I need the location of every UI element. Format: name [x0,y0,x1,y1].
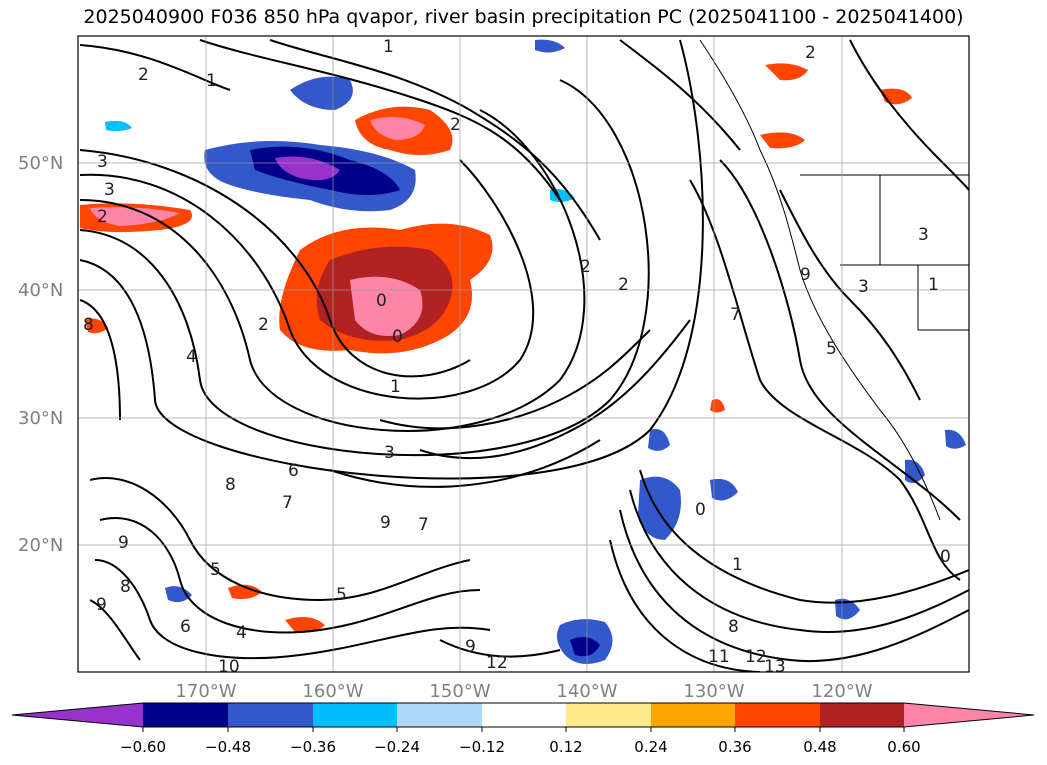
lat-label: 50°N [18,153,63,174]
contour-label: 7 [282,493,293,513]
contour-label: 2 [138,65,149,85]
contour-label: 3 [858,277,869,297]
contour-label: 9 [96,595,107,615]
contour-label: 2 [97,207,108,227]
colorbar-bin [143,703,228,727]
contour-label: 3 [104,180,115,200]
contour-label: 12 [745,647,767,667]
contour-label: 4 [236,623,247,643]
colorbar-max-extend [904,703,1034,727]
contour-label: 8 [225,475,236,495]
colorbar: −0.60 −0.48 −0.36 −0.24 −0.12 0.12 0.24 … [11,702,1035,756]
map-title: 2025040900 F036 850 hPa qvapor, river ba… [83,6,964,28]
lon-label: 130°W [683,681,744,702]
contour-label: 8 [83,315,94,335]
contour-label: 8 [120,577,131,597]
lon-label: 160°W [302,681,363,702]
map-area: 2 1 1 2 3 3 2 2 2 2 2 0 0 1 1 8 4 3 6 8 … [78,36,969,677]
colorbar-tick-label: −0.48 [205,738,251,756]
colorbar-tick-label: −0.36 [290,738,336,756]
contour-label: 2 [450,115,461,135]
colorbar-ticks [142,727,905,732]
colorbar-bin [566,703,651,727]
lon-label: 120°W [811,681,872,702]
contour-label: 5 [336,585,347,605]
colorbar-bin [735,703,820,727]
colorbar-bin [397,703,482,727]
colorbar-bin [228,703,313,727]
contour-label: 1 [732,555,743,575]
contour-label: 8 [728,617,739,637]
contour-label: 3 [97,152,108,172]
contour-label: 1 [390,377,401,397]
colorbar-bin [482,703,566,727]
lon-label: 140°W [556,681,617,702]
colorbar-tick-label: 0.12 [549,738,582,756]
contour-label: 6 [180,617,191,637]
colorbar-bin [313,703,397,727]
colorbar-tick-label: −0.60 [120,738,166,756]
map-frame [77,35,970,673]
colorbar-min-extend [12,703,143,727]
contour-label: 5 [210,560,221,580]
lat-label: 40°N [18,280,63,301]
colorbar-tick-label: 0.48 [803,738,836,756]
colorbar-tick-label: −0.24 [374,738,420,756]
contour-label: 2 [805,43,816,63]
latitude-labels: 50°N 40°N 30°N 20°N [18,153,63,556]
contour-label: 10 [218,657,240,677]
contour-label: 0 [940,547,951,567]
lat-label: 20°N [18,535,63,556]
contour-label: 2 [580,257,591,277]
contour-label: 9 [380,513,391,533]
lon-label: 170°W [175,681,236,702]
colorbar-tick-label: 0.24 [634,738,667,756]
contour-label: 7 [730,305,741,325]
contour-label: 11 [708,647,730,667]
contour-label: 7 [418,515,429,535]
contour-label: 1 [928,275,939,295]
contour-label: 2 [258,315,269,335]
gridlines [78,36,969,672]
contour-label: 1 [206,71,217,91]
colorbar-tick-label: 0.36 [718,738,751,756]
lon-label: 150°W [429,681,490,702]
colorbar-bin [651,703,735,727]
contour-label: 3 [918,225,929,245]
longitude-labels: 170°W 160°W 150°W 140°W 130°W 120°W [175,681,872,702]
colorbar-tick-label: 0.60 [887,738,920,756]
contour-label: 4 [186,347,197,367]
contour-label: 13 [764,657,786,677]
colorbar-bin [820,703,904,727]
contour-label: 12 [486,653,508,673]
contour-label: 2 [618,275,629,295]
contour-label: 0 [392,327,403,347]
contour-lines [79,39,969,672]
shaded-field-negative [105,39,966,664]
lat-label: 30°N [18,408,63,429]
colorbar-tick-label: −0.12 [459,738,505,756]
contour-label: 0 [376,291,387,311]
contour-label-group: 2 1 1 2 3 3 2 2 2 2 2 0 0 1 1 8 4 3 6 8 … [83,37,951,677]
contour-label: 5 [826,339,837,359]
coastlines [699,39,969,521]
contour-label: 9 [465,637,476,657]
contour-label: 9 [800,265,811,285]
contour-label: 9 [118,533,129,553]
contour-label: 0 [695,500,706,520]
contour-label: 3 [384,443,395,463]
contour-label: 1 [383,37,394,57]
contour-label: 6 [288,461,299,481]
